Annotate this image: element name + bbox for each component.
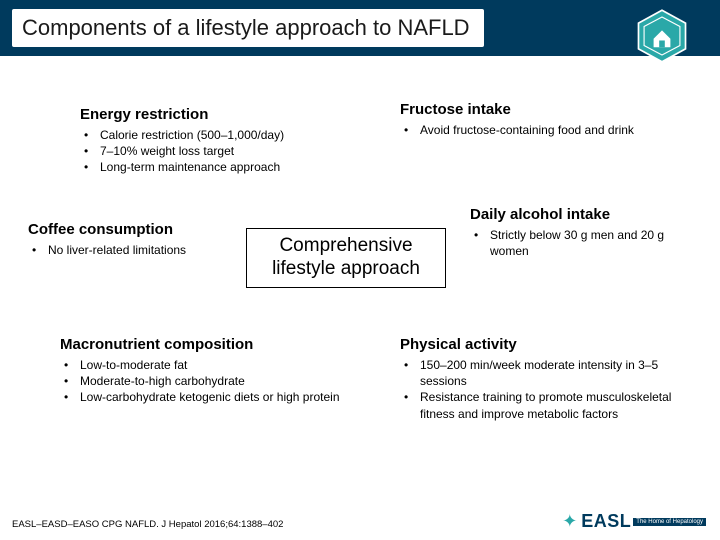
list-item: Low-carbohydrate ketogenic diets or high… xyxy=(60,389,340,405)
logo-star-icon: ✦ xyxy=(562,511,577,532)
citation: EASL–EASD–EASO CPG NAFLD. J Hepatol 2016… xyxy=(12,519,283,530)
list-item: Low-to-moderate fat xyxy=(60,357,340,373)
list-coffee: No liver-related limitations xyxy=(28,242,238,258)
list-item: No liver-related limitations xyxy=(28,242,238,258)
list-item: Moderate-to-high carbohydrate xyxy=(60,373,340,389)
list-macro: Low-to-moderate fat Moderate-to-high car… xyxy=(60,357,340,406)
heading-energy: Energy restriction xyxy=(80,106,340,123)
section-energy: Energy restriction Calorie restriction (… xyxy=(80,106,340,176)
heading-macro: Macronutrient composition xyxy=(60,336,340,353)
heading-fructose: Fructose intake xyxy=(400,101,640,118)
list-item: Calorie restriction (500–1,000/day) xyxy=(80,127,340,143)
list-fructose: Avoid fructose-containing food and drink xyxy=(400,122,640,138)
title-bar: Components of a lifestyle approach to NA… xyxy=(0,0,720,56)
heading-coffee: Coffee consumption xyxy=(28,221,238,238)
center-box: Comprehensive lifestyle approach xyxy=(246,228,446,288)
section-coffee: Coffee consumption No liver-related limi… xyxy=(28,221,238,258)
list-item: Strictly below 30 g men and 20 g women xyxy=(470,227,700,259)
list-item: Long-term maintenance approach xyxy=(80,159,340,175)
list-alcohol: Strictly below 30 g men and 20 g women xyxy=(470,227,700,259)
section-macro: Macronutrient composition Low-to-moderat… xyxy=(60,336,340,406)
logo-subtitle: The Home of Hepatology xyxy=(633,518,706,526)
content-area: Energy restriction Calorie restriction (… xyxy=(0,56,720,486)
list-item: 7–10% weight loss target xyxy=(80,143,340,159)
list-item: Resistance training to promote musculosk… xyxy=(400,389,700,421)
easl-logo: ✦ EASL The Home of Hepatology xyxy=(562,511,706,532)
heading-alcohol: Daily alcohol intake xyxy=(470,206,700,223)
page-title: Components of a lifestyle approach to NA… xyxy=(12,9,484,47)
list-item: Avoid fructose-containing food and drink xyxy=(400,122,640,138)
list-energy: Calorie restriction (500–1,000/day) 7–10… xyxy=(80,127,340,176)
section-physical: Physical activity 150–200 min/week moder… xyxy=(400,336,700,422)
heading-physical: Physical activity xyxy=(400,336,700,353)
section-fructose: Fructose intake Avoid fructose-containin… xyxy=(400,101,640,138)
logo-text: EASL xyxy=(581,511,631,532)
list-item: 150–200 min/week moderate intensity in 3… xyxy=(400,357,700,389)
list-physical: 150–200 min/week moderate intensity in 3… xyxy=(400,357,700,422)
section-alcohol: Daily alcohol intake Strictly below 30 g… xyxy=(470,206,700,259)
